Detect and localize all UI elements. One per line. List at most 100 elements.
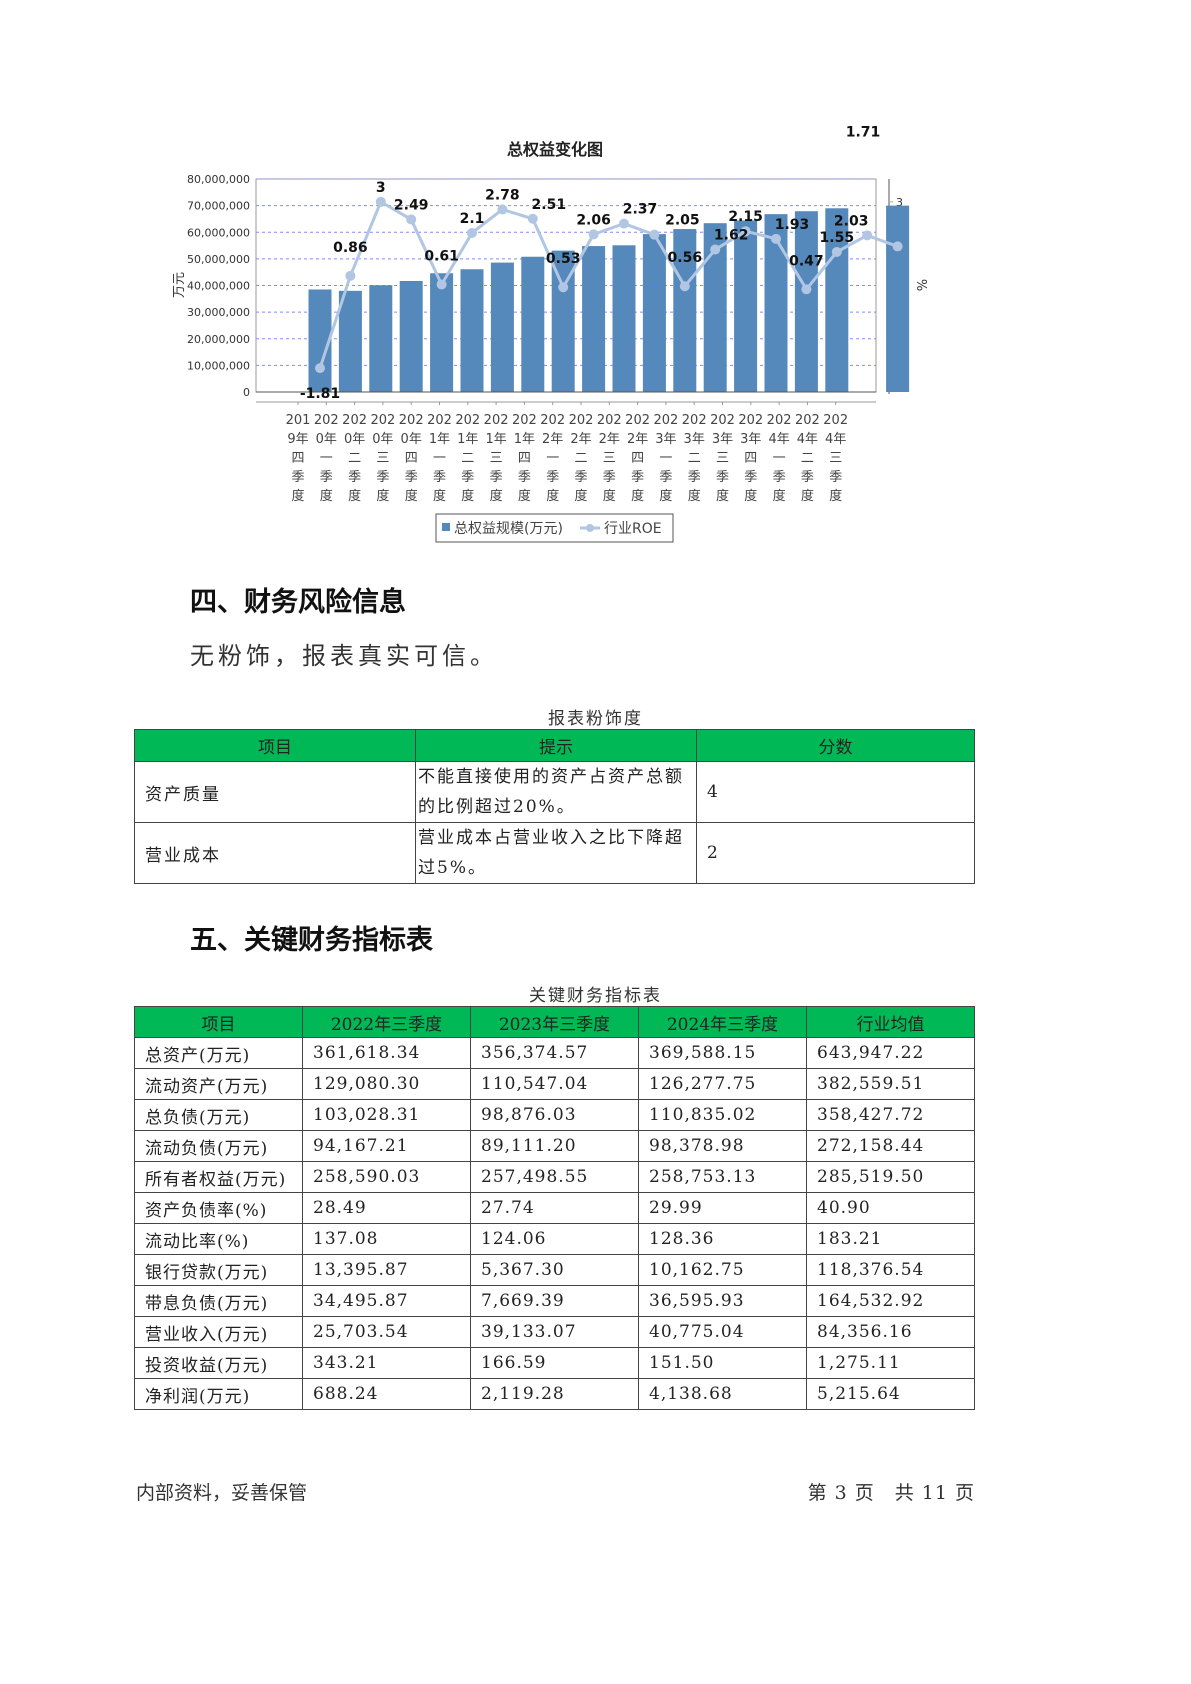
- kpi-value: 151.50: [638, 1347, 807, 1379]
- total-equity-chart: 总权益变化图 0 10,000,000 20,000,000 30,000,000 40,…: [172, 124, 928, 543]
- kpi-value: 10,162.75: [638, 1254, 807, 1286]
- roe-data-label: 0.61: [424, 248, 459, 264]
- kpi-value: 128.36: [638, 1223, 807, 1255]
- x-tick-label: 202 1年三季度: [484, 413, 509, 504]
- risk-score: 2: [696, 822, 975, 884]
- equity-bar: [703, 223, 727, 392]
- kpi-value: 126,277.75: [638, 1068, 807, 1100]
- kpi-value: 369,588.15: [638, 1037, 807, 1069]
- equity-bar: [886, 205, 910, 392]
- y-tick-label-left: 50,000,000: [187, 253, 250, 266]
- equity-bar: [308, 289, 332, 392]
- roe-line: [318, 199, 899, 369]
- x-tick-label: 202 4年三季度: [823, 413, 848, 504]
- kpi-value: 5,367.30: [470, 1254, 639, 1286]
- kpi-item: 银行贷款(万元): [134, 1254, 303, 1286]
- equity-bar: [794, 211, 818, 392]
- kpi-value: 343.21: [302, 1347, 471, 1379]
- kpi-value: 361,618.34: [302, 1037, 471, 1069]
- y-tick-label-left: 60,000,000: [187, 226, 250, 239]
- kpi-value: 124.06: [470, 1223, 639, 1255]
- roe-point: [649, 229, 660, 240]
- roe-point: [862, 230, 873, 241]
- kpi-header: 2023年三季度: [470, 1006, 639, 1038]
- y-axis-label-left: 万元: [172, 272, 187, 298]
- x-tick-label: 202 0年二季度: [342, 413, 367, 504]
- kpi-value: 272,158.44: [806, 1130, 975, 1162]
- kpi-value: 164,532.92: [806, 1285, 975, 1317]
- kpi-item: 流动比率(%): [134, 1223, 303, 1255]
- roe-point: [801, 284, 812, 295]
- table-row: 所有者权益(万元) 258,590.03 257,498.55 258,753.13 2…: [134, 1161, 975, 1193]
- table-row: 营业收入(万元) 25,703.54 39,133.07 40,775.04 84,35…: [134, 1316, 975, 1348]
- kpi-item: 净利润(万元): [134, 1378, 303, 1410]
- kpi-value: 28.49: [302, 1192, 471, 1224]
- roe-point: [588, 229, 599, 240]
- x-tick-label: 202 1年四季度: [512, 413, 537, 504]
- x-tick-label: 202 4年一季度: [767, 413, 792, 504]
- legend-box: [435, 513, 674, 543]
- kpi-value: 1,275.11: [806, 1347, 975, 1379]
- legend-line-marker: [586, 524, 594, 532]
- kpi-value: 103,028.31: [302, 1099, 471, 1131]
- kpi-value: 34,495.87: [302, 1285, 471, 1317]
- roe-point: [497, 204, 508, 215]
- kpi-value: 13,395.87: [302, 1254, 471, 1286]
- kpi-header: 行业均值: [806, 1006, 975, 1038]
- risk-tip: 不能直接使用的资产占资产总额的比例超过20%。: [415, 761, 697, 823]
- roe-data-label: 3: [376, 180, 386, 196]
- footer-confidential: 内部资料，妥善保管: [136, 1482, 308, 1504]
- x-tick-label: 202 2年一季度: [540, 413, 565, 504]
- kpi-value: 258,753.13: [638, 1161, 807, 1193]
- kpi-value: 110,547.04: [470, 1068, 639, 1100]
- risk-header-score: 分数: [696, 729, 975, 762]
- roe-point: [315, 363, 325, 374]
- table-row: 银行贷款(万元) 13,395.87 5,367.30 10,162.75 118,37…: [134, 1254, 975, 1286]
- kpi-item: 投资收益(万元): [134, 1347, 303, 1379]
- roe-point: [406, 214, 417, 225]
- x-tick-label: 202 0年四季度: [399, 413, 424, 504]
- roe-data-label: 2.37: [623, 202, 658, 218]
- table-row: 流动资产(万元) 129,080.30 110,547.04 126,277.75 38…: [134, 1068, 975, 1100]
- equity-bar: [490, 262, 514, 392]
- kpi-value: 382,559.51: [806, 1068, 975, 1100]
- legend-label-equity: 总权益规模(万元): [454, 521, 563, 537]
- kpi-item: 总负债(万元): [134, 1099, 303, 1131]
- kpi-value: 137.08: [302, 1223, 471, 1255]
- x-tick-label: 202 1年一季度: [427, 413, 452, 504]
- equity-bar: [825, 208, 849, 392]
- kpi-header: 2022年三季度: [302, 1006, 471, 1038]
- table-row: 流动比率(%) 137.08 124.06 128.36 183.21: [134, 1223, 975, 1255]
- x-tick-label: 202 3年三季度: [710, 413, 735, 504]
- kpi-value: 98,378.98: [638, 1130, 807, 1162]
- roe-data-label: 2.78: [485, 187, 520, 203]
- y-tick-label-left: 30,000,000: [187, 306, 250, 319]
- roe-data-label: 2.49: [394, 197, 429, 213]
- x-tick-label: 202 4年二季度: [795, 413, 820, 504]
- section-heading-key-indicators: 五、关键财务指标表: [190, 925, 433, 956]
- roe-data-label: 1.93: [775, 217, 810, 233]
- section-heading-financial-risk: 四、财务风险信息: [190, 587, 406, 618]
- kpi-header: 2024年三季度: [638, 1006, 807, 1038]
- kpi-value: 4,138.68: [638, 1378, 807, 1410]
- kpi-value: 36,595.93: [638, 1285, 807, 1317]
- x-tick-label: 202 2年二季度: [569, 413, 594, 504]
- equity-bar: [734, 220, 758, 392]
- kpi-item: 流动负债(万元): [134, 1130, 303, 1162]
- roe-data-label: 0.53: [546, 251, 581, 267]
- kpi-item: 营业收入(万元): [134, 1316, 303, 1348]
- roe-data-label: 1.55: [820, 230, 855, 246]
- roe-point: [679, 281, 690, 292]
- roe-point: [375, 196, 386, 207]
- kpi-value: 257,498.55: [470, 1161, 639, 1193]
- roe-point: [467, 227, 477, 238]
- kpi-value: 356,374.57: [470, 1037, 639, 1069]
- equity-bar: [430, 273, 454, 392]
- equity-bar: [399, 280, 423, 392]
- roe-data-label: 2.51: [532, 197, 567, 213]
- equity-bar: [551, 250, 575, 392]
- x-tick-label: 201 9年四季度: [286, 413, 311, 504]
- kpi-table-caption: 关键财务指标表: [529, 986, 662, 1006]
- table-row: 投资收益(万元) 343.21 166.59 151.50 1,275.11: [134, 1347, 975, 1379]
- legend-label-roe: 行业ROE: [604, 521, 662, 537]
